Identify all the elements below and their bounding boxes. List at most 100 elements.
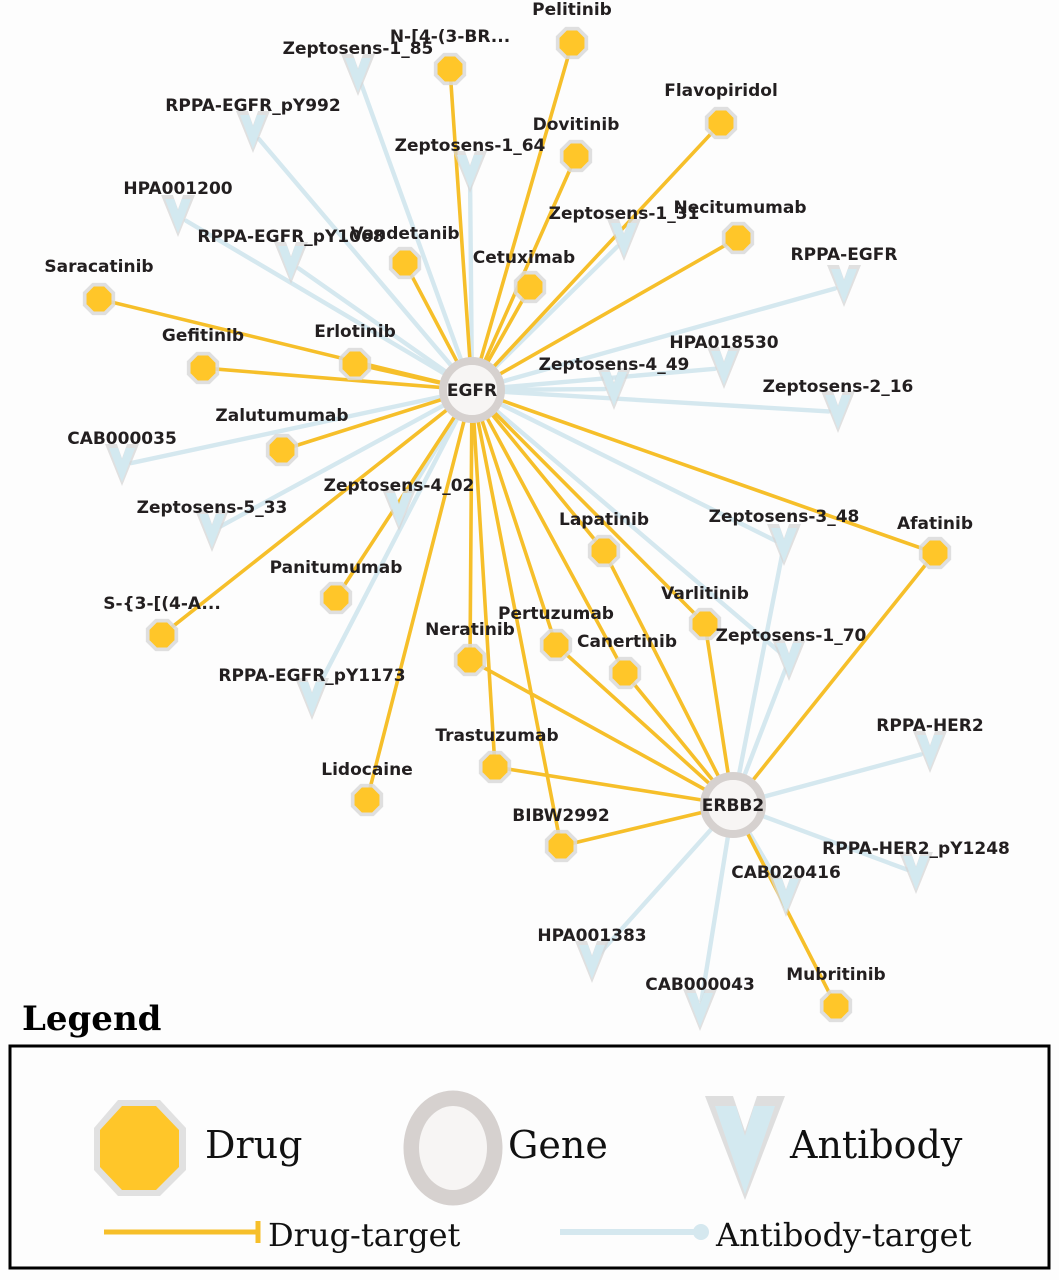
antibody-node[interactable] bbox=[821, 391, 855, 433]
node-layer bbox=[82, 26, 952, 1031]
drug-node[interactable] bbox=[587, 534, 621, 568]
drug-node[interactable] bbox=[819, 989, 853, 1023]
antibody-label: RPPA-EGFR_pY1173 bbox=[218, 666, 405, 686]
edge-lapatinib-to-erbb2 bbox=[606, 557, 722, 782]
drug-node[interactable] bbox=[350, 783, 384, 817]
antibody-chevron-icon bbox=[457, 155, 483, 189]
drug-octagon-icon bbox=[922, 540, 948, 566]
legend-antibody-item bbox=[705, 1096, 785, 1200]
legend-antibody-target-dot-icon bbox=[693, 1224, 709, 1240]
drug-label: Flavopiridol bbox=[664, 81, 778, 101]
edge-s-3-4-a--to-egfr bbox=[167, 405, 452, 632]
antibody-chevron-icon bbox=[825, 395, 851, 429]
antibody-node[interactable] bbox=[575, 941, 609, 983]
drug-octagon-icon bbox=[392, 250, 418, 276]
drug-node[interactable] bbox=[478, 750, 512, 784]
drug-node[interactable] bbox=[559, 139, 593, 173]
antibody-node[interactable] bbox=[597, 368, 631, 410]
edge-mubritinib-to-erbb2 bbox=[744, 828, 834, 1000]
drug-node[interactable] bbox=[544, 829, 578, 863]
edge-layer bbox=[105, 49, 932, 1003]
antibody-node[interactable] bbox=[295, 678, 329, 720]
drug-octagon-icon bbox=[559, 30, 585, 56]
antibody-node[interactable] bbox=[382, 489, 416, 531]
edge-cetuximab-to-egfr bbox=[484, 292, 528, 367]
drug-node[interactable] bbox=[704, 106, 738, 140]
drug-node[interactable] bbox=[918, 536, 952, 570]
edge-neratinib-to-egfr bbox=[468, 416, 474, 654]
antibody-node[interactable] bbox=[767, 524, 801, 566]
antibody-node[interactable] bbox=[683, 989, 717, 1031]
antibody-node[interactable] bbox=[236, 111, 270, 153]
antibody-node[interactable] bbox=[913, 731, 947, 773]
drug-octagon-icon bbox=[563, 143, 589, 169]
antibody-node[interactable] bbox=[105, 444, 139, 486]
antibody-chevron-icon bbox=[687, 993, 713, 1027]
drug-label: Neratinib bbox=[425, 620, 515, 640]
drug-node[interactable] bbox=[539, 628, 573, 662]
drug-octagon-icon bbox=[354, 787, 380, 813]
antibody-node[interactable] bbox=[195, 510, 229, 552]
drug-node[interactable] bbox=[338, 347, 372, 381]
drug-label: S-{3-[(4-A... bbox=[103, 594, 221, 614]
legend-gene-item bbox=[403, 1090, 503, 1206]
drug-node[interactable] bbox=[388, 246, 422, 280]
edge-vandetanib-to-egfr bbox=[407, 268, 461, 367]
edge-cab000035-to-egfr bbox=[128, 393, 447, 466]
gene-node[interactable] bbox=[439, 357, 505, 423]
antibody-node[interactable] bbox=[161, 195, 195, 237]
antibody-node[interactable] bbox=[769, 875, 803, 917]
antibody-node[interactable] bbox=[453, 151, 487, 193]
antibody-chevron-icon bbox=[386, 493, 412, 527]
antibody-chevron-icon bbox=[240, 115, 266, 149]
antibody-label: HPA018530 bbox=[669, 333, 778, 353]
legend-drug-octagon-icon bbox=[100, 1106, 179, 1190]
drug-octagon-icon bbox=[725, 225, 751, 251]
drug-node[interactable] bbox=[453, 643, 487, 677]
antibody-chevron-icon bbox=[165, 199, 191, 233]
edge-afatinib-to-egfr bbox=[497, 397, 929, 552]
antibody-node[interactable] bbox=[772, 639, 806, 681]
antibody-node[interactable] bbox=[707, 347, 741, 389]
antibody-node[interactable] bbox=[274, 242, 308, 284]
edge-zeptosens-3-48-to-egfr bbox=[495, 400, 778, 544]
gene-node[interactable] bbox=[700, 772, 766, 838]
drug-octagon-icon bbox=[86, 286, 112, 312]
antibody-chevron-icon bbox=[711, 351, 737, 385]
gene-inner-circle bbox=[708, 780, 758, 830]
drug-node[interactable] bbox=[513, 270, 547, 304]
antibody-node[interactable] bbox=[607, 219, 641, 261]
edge-zeptosens-1-70-to-erbb2 bbox=[741, 666, 788, 781]
drug-octagon-icon bbox=[342, 351, 368, 377]
antibody-node[interactable] bbox=[899, 852, 933, 894]
legend-layer: Legend Drug Gene Antibody Drug-target Antibod… bbox=[8, 999, 1051, 1270]
edge-cab000043-to-erbb2 bbox=[699, 830, 731, 1003]
antibody-label: Zeptosens-1_85 bbox=[283, 39, 434, 59]
drug-label: Saracatinib bbox=[44, 257, 153, 277]
antibody-node[interactable] bbox=[827, 265, 861, 307]
drug-node[interactable] bbox=[145, 618, 179, 652]
edge-zeptosens-1-64-to-egfr bbox=[467, 179, 474, 364]
drug-node[interactable] bbox=[555, 26, 589, 60]
drug-node[interactable] bbox=[319, 581, 353, 615]
drug-octagon-icon bbox=[323, 585, 349, 611]
edge-necitumumab-to-egfr bbox=[494, 240, 733, 378]
edge-hpa001383-to-erbb2 bbox=[596, 824, 717, 958]
edge-zeptosens-2-16-to-egfr bbox=[498, 389, 831, 414]
drug-label: Gefitinib bbox=[162, 326, 244, 346]
drug-node[interactable] bbox=[721, 221, 755, 255]
drug-node[interactable] bbox=[186, 351, 220, 385]
edge-canertinib-to-egfr bbox=[483, 413, 623, 668]
drug-node[interactable] bbox=[433, 52, 467, 86]
edge-rppa-egfr-to-egfr bbox=[497, 286, 838, 385]
drug-node[interactable] bbox=[265, 433, 299, 467]
edge-trastuzumab-to-egfr bbox=[471, 416, 497, 761]
legend-gene-label: Gene bbox=[508, 1123, 608, 1167]
drug-node[interactable] bbox=[82, 282, 116, 316]
edge-bibw2992-to-egfr bbox=[475, 416, 562, 840]
antibody-chevron-icon bbox=[611, 223, 637, 257]
drug-node[interactable] bbox=[688, 607, 722, 641]
drug-node[interactable] bbox=[608, 656, 642, 690]
edge-neratinib-to-erbb2 bbox=[475, 662, 710, 794]
antibody-node[interactable] bbox=[341, 54, 375, 96]
